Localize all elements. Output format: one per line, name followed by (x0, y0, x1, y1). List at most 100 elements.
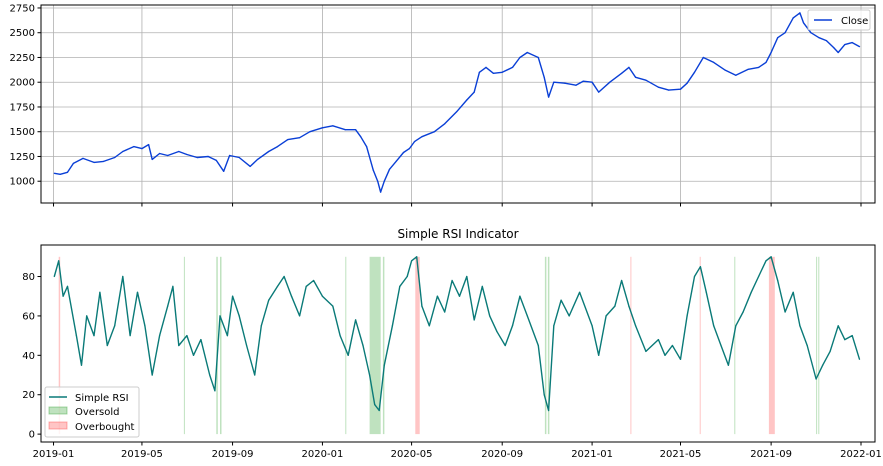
rsi-point (99, 291, 101, 293)
rsi-point (713, 325, 715, 327)
close-point (148, 144, 150, 146)
close-point (784, 32, 786, 34)
rsi-point (699, 266, 702, 268)
close-point (818, 37, 820, 39)
rsi-x-tick-label: 2020-05 (391, 449, 433, 460)
close-point (621, 72, 623, 74)
close-point (825, 40, 828, 42)
rsi-point (822, 364, 824, 366)
rsi-point (416, 256, 418, 258)
rsi-point (537, 344, 539, 347)
rsi-point (383, 364, 385, 366)
close-plot-frame (40, 4, 876, 204)
rsi-point (784, 311, 786, 313)
close-point (553, 81, 555, 83)
rsi-point (436, 295, 438, 297)
rsi-x-tick-label: 2020-01 (302, 449, 344, 460)
rsi-point (553, 325, 555, 327)
rsi-point (621, 279, 623, 282)
rsi-point (605, 315, 607, 317)
close-series (53, 12, 861, 193)
rsi-point (799, 325, 801, 327)
rsi-y-tick-label: 20 (22, 390, 35, 401)
rsi-x-tick-label: 2021-01 (571, 449, 613, 460)
rsi-y-tick-label: 40 (22, 351, 35, 362)
close-point (229, 154, 231, 157)
close-point (519, 56, 521, 59)
oversold-band (544, 256, 547, 435)
close-point (159, 152, 161, 155)
rsi-point (473, 319, 475, 321)
close-point (591, 81, 593, 83)
rsi-point (399, 285, 401, 287)
rsi-point (727, 364, 730, 366)
rsi-point (129, 335, 131, 337)
rsi-y-tick-label: 60 (22, 311, 35, 322)
rsi-point (519, 295, 521, 297)
close-point (501, 71, 503, 73)
rsi-point (568, 315, 570, 317)
close-price-chart: 1000 1250 1500 1750 2000 2250 2500 2750 Close (10, 3, 876, 207)
close-point (810, 32, 812, 34)
close-point (679, 88, 682, 90)
rsi-point (192, 354, 195, 356)
close-point (598, 91, 600, 93)
close-point (511, 66, 514, 68)
rsi-point (837, 325, 839, 327)
overbought-band (630, 256, 632, 435)
rsi-legend-label-rsi: Simple RSI (75, 393, 129, 404)
rsi-point (254, 374, 256, 376)
rsi-point (172, 285, 174, 287)
rsi-point (347, 354, 349, 356)
rsi-point (362, 344, 364, 347)
rsi-series (53, 256, 861, 412)
rsi-point (635, 325, 637, 327)
rsi-x-tick-label: 2019-05 (121, 449, 163, 460)
close-point (628, 66, 630, 68)
close-point (478, 71, 480, 73)
rsi-point (489, 315, 491, 317)
rsi-point (178, 344, 180, 347)
rsi-x-tick-label: 2021-09 (750, 449, 792, 460)
oversold-band (818, 256, 820, 435)
close-point (444, 123, 446, 125)
close-point (433, 131, 435, 133)
rsi-x-tick-label: 2020-09 (481, 449, 523, 460)
close-point (122, 150, 124, 153)
oversold-band (382, 256, 385, 435)
oversold-band (816, 256, 818, 435)
close-point (833, 47, 835, 49)
rsi-point (411, 260, 413, 262)
close-y-axis: 1000 1250 1500 1750 2000 2250 2500 2750 (10, 3, 41, 188)
close-point (82, 157, 84, 159)
close-point (802, 22, 805, 24)
close-point (53, 172, 55, 174)
close-point (657, 86, 660, 88)
close-point (548, 96, 550, 98)
close-point (66, 171, 69, 173)
close-point (735, 74, 737, 76)
close-point (408, 148, 410, 150)
close-point (765, 61, 767, 64)
rsi-point (186, 335, 188, 337)
rsi-legend-swatch-oversold (48, 406, 68, 415)
rsi-point (305, 285, 307, 287)
rsi-point (66, 285, 69, 287)
close-point (792, 17, 794, 19)
close-point (372, 169, 374, 171)
close-y-tick-label: 2500 (10, 28, 35, 39)
close-point (366, 146, 368, 148)
close-x-axis (53, 203, 862, 207)
rsi-legend-swatch-overbought (48, 421, 68, 430)
rsi-point (246, 344, 248, 347)
close-point (702, 56, 704, 59)
rsi-point (86, 315, 88, 317)
rsi-point (378, 409, 380, 412)
oversold-band (345, 256, 347, 435)
close-point (207, 155, 209, 158)
oversold-band (220, 256, 222, 435)
rsi-point (369, 374, 371, 376)
close-point (167, 154, 169, 157)
close-point (377, 180, 379, 182)
rsi-point (614, 305, 616, 307)
